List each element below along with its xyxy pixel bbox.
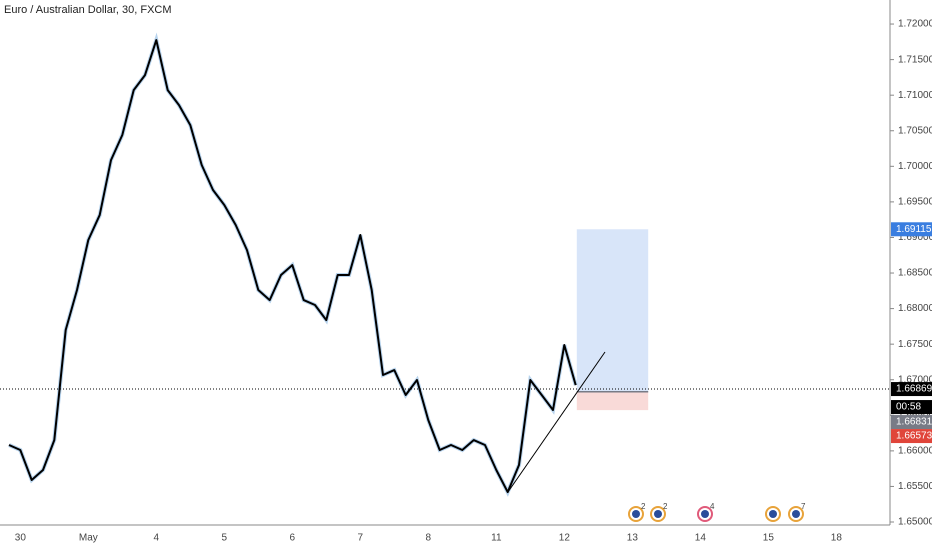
last-price-tag-bg: [891, 382, 932, 397]
y-tick-label: 1.69500: [898, 197, 932, 208]
event-count: 7: [801, 502, 806, 511]
x-tick-label: 5: [222, 533, 228, 544]
price-line: [8, 39, 577, 494]
x-tick-label: 18: [831, 533, 843, 544]
x-tick-label: 8: [426, 533, 432, 544]
y-tick-label: 1.72000: [898, 19, 932, 30]
event-count: 4: [710, 502, 715, 511]
x-tick-label: 4: [154, 533, 160, 544]
event-flag: [701, 510, 709, 518]
event-flag: [792, 510, 800, 518]
stop-price-tag-bg: [891, 429, 932, 444]
x-tick-label: 7: [358, 533, 364, 544]
event-flag: [769, 510, 777, 518]
x-tick-label: 12: [559, 533, 571, 544]
y-tick-label: 1.66000: [898, 446, 932, 457]
stop-zone: [576, 391, 649, 411]
x-tick-label: 14: [695, 533, 707, 544]
target-price-tag: 1.69115: [896, 224, 932, 235]
x-tick-label: May: [79, 533, 98, 544]
chart-title: Euro / Australian Dollar, 30, FXCM: [4, 4, 172, 16]
y-tick-label: 1.68000: [898, 303, 932, 314]
y-tick-label: 1.67000: [898, 374, 932, 385]
last-price-tag: 1.66869: [896, 384, 932, 395]
x-tick-label: 13: [627, 533, 639, 544]
trend-line: [507, 351, 606, 493]
y-tick-label: 1.65500: [898, 481, 932, 492]
x-tick-label: 30: [15, 533, 27, 544]
y-tick-label: 1.65000: [898, 517, 932, 528]
target-zone: [576, 229, 649, 392]
entry-price-tag-bg: [891, 415, 932, 430]
x-tick-label: 15: [763, 533, 775, 544]
x-tick-label: 11: [491, 533, 502, 544]
y-tick-label: 1.69000: [898, 232, 932, 243]
stop-price-tag: 1.66573: [896, 431, 932, 442]
y-tick-label: 1.70000: [898, 161, 932, 172]
event-flag: [632, 510, 640, 518]
y-tick-label: 1.71500: [898, 54, 932, 65]
y-tick-label: 1.70500: [898, 125, 932, 136]
y-tick-label: 1.67500: [898, 339, 932, 350]
y-tick-label: 1.71000: [898, 90, 932, 101]
entry-price-tag: 1.66831: [896, 417, 932, 428]
x-tick-label: 6: [290, 533, 296, 544]
event-count: 2: [641, 502, 646, 511]
countdown-tag-bg: [891, 400, 932, 415]
y-tick-label: 1.68500: [898, 268, 932, 279]
target-price-tag-bg: [891, 222, 932, 237]
event-flag: [654, 510, 662, 518]
event-count: 2: [663, 502, 668, 511]
countdown-tag: 00:58: [896, 402, 921, 413]
